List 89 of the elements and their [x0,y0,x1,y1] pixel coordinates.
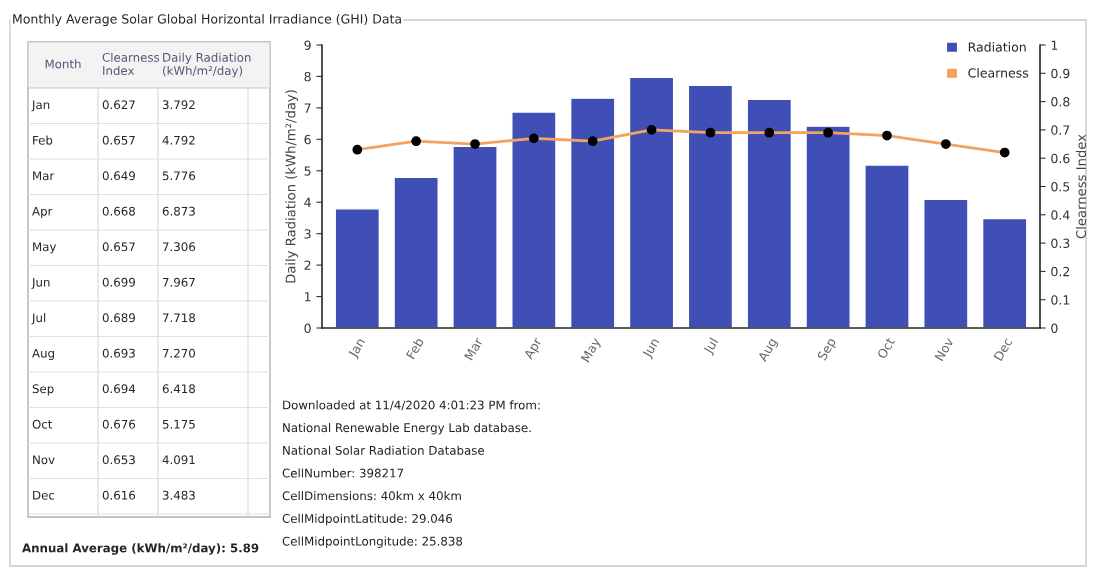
text: Monthly Average Solar Global Horizontal Irradiance (GHI) Data [13,13,401,27]
y-tick-label: 2 [304,260,311,270]
category-label: Jun [31,277,50,289]
y2-axis-title: Clearness Index [1075,134,1087,239]
category-label: Jul [31,313,46,325]
category-label: Dec [33,490,55,500]
data-label: 0.689 [102,313,135,323]
category-label: Jan [31,100,50,112]
text: Month [45,59,81,69]
data-label: 0.653 [102,455,135,465]
legend-label: Radiation [968,42,1026,52]
data-label: 6.873 [162,206,195,216]
bar [923,198,969,328]
text: Daily Radiation (kWh/m²/day) [163,52,251,78]
category-label: May [33,242,57,254]
data-label: 4.792 [162,135,195,145]
y2-tick-label: 0.6 [1051,153,1070,164]
data-label: 0.627 [102,100,135,110]
category-label: Apr [32,206,53,218]
category-label: Oct [32,419,53,429]
text: CellMidpointLongitude: 25.838 [282,536,463,548]
text: National Solar Radiation Database [283,445,485,455]
y2-tick-label: 1 [1051,40,1058,50]
bar [511,111,557,328]
x-tick-label: Jan [347,337,368,360]
y-axis-title: Daily Radiation (kWh/m²/day) [285,90,299,283]
y2-tick-label: 0.1 [1051,295,1070,305]
bar [628,76,675,328]
bar [805,125,851,328]
x-tick-label: Jun [641,337,662,360]
y-tick-label: 7 [304,103,311,113]
text: Annual Average (kWh/m²/day): 5.89 [22,543,259,555]
text: National Renewable Energy Lab database. [283,422,531,435]
y2-tick-label: 0.9 [1051,68,1070,79]
category-label: Feb [33,135,53,145]
y2-tick-label: 0.8 [1051,97,1070,107]
text: CellMidpointLatitude: 29.046 [282,513,453,526]
bar [687,84,734,328]
data-label: 7.306 [162,242,196,252]
data-label: 6.418 [162,384,195,394]
data-label: 0.657 [102,242,135,252]
data-label: 5.776 [162,171,196,181]
text: Downloaded at 11/4/2020 4:01:23 PM from: [283,400,540,411]
text: CellNumber: 398217 [282,468,404,478]
y-tick-label: 1 [305,292,311,302]
text: Clearness Index [102,52,160,76]
y-tick-label: 4 [304,197,311,207]
data-label: 7.967 [162,277,195,287]
data-label: 0.668 [102,206,135,216]
data-label: 0.649 [102,171,135,181]
data-label: 3.483 [162,490,195,500]
category-label: Mar [33,171,55,181]
y2-tick-label: 0 [1051,323,1058,333]
y-tick-label: 8 [304,71,311,82]
data-label: 7.718 [162,313,195,323]
y2-tick-label: 0.4 [1051,210,1070,220]
y-tick-label: 9 [304,40,311,50]
y2-tick-label: 0.5 [1051,181,1070,192]
bar [864,164,910,328]
data-label: 0.699 [102,277,135,287]
y-tick-label: 5 [304,166,311,176]
data-label: 0.676 [102,419,136,429]
x-tick-label: Feb [405,336,425,360]
data-label: 0.657 [102,135,135,145]
y2-tick-label: 0.3 [1051,238,1070,249]
data-label: 7.270 [162,348,196,358]
bar [334,208,381,328]
legend-label: Clearness [968,67,1029,78]
data-label: 3.792 [162,100,195,110]
category-label: Sep [32,384,54,396]
bar [569,97,616,328]
data-label: 5.175 [162,419,195,429]
data-label: 4.091 [162,455,195,465]
bar [452,145,498,328]
y2-tick-label: 0.2 [1051,266,1070,277]
data-label: 0.694 [102,384,136,394]
y-tick-label: 3 [304,229,311,239]
y-tick-label: 6 [304,134,311,145]
text: CellDimensions: 40km x 40km [282,491,461,501]
x-tick-label: Oct [876,336,896,360]
data-label: 0.693 [102,348,135,358]
y-tick-label: 0 [304,323,311,333]
bar [393,176,439,328]
x-tick-label: Jul [702,337,721,356]
y2-tick-label: 0.7 [1051,125,1070,135]
bar [746,98,793,328]
category-label: Nov [33,455,55,465]
data-label: 0.616 [102,490,136,500]
bar [981,217,1028,328]
